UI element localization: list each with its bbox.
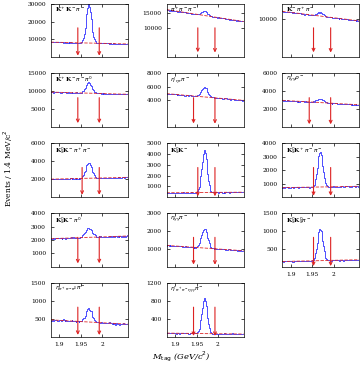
Text: $\eta_{\gamma\gamma}\pi^-$: $\eta_{\gamma\gamma}\pi^-$ bbox=[170, 215, 189, 225]
Text: $\eta'_{\eta\pi}\pi^-$: $\eta'_{\eta\pi}\pi^-$ bbox=[170, 75, 191, 86]
Text: K$^0_S$K$^-\pi^+\pi^-$: K$^0_S$K$^-\pi^+\pi^-$ bbox=[55, 145, 91, 156]
Text: K$^0_S$K$^+\pi^-\pi^-$: K$^0_S$K$^+\pi^-\pi^-$ bbox=[286, 145, 323, 156]
Text: $\eta'_{\pi^+\pi^-\eta_{\gamma\gamma}}\pi^-$: $\eta'_{\pi^+\pi^-\eta_{\gamma\gamma}}\p… bbox=[170, 285, 204, 296]
Text: K$^-\pi^+\pi^-$: K$^-\pi^+\pi^-$ bbox=[286, 5, 315, 14]
Text: Events / 1.4 MeV/c$^2$: Events / 1.4 MeV/c$^2$ bbox=[2, 130, 15, 207]
Text: $\pi^+\pi^-\pi^-$: $\pi^+\pi^-\pi^-$ bbox=[170, 5, 198, 14]
Text: K$^+$K$^-\pi^-\pi^0$: K$^+$K$^-\pi^-\pi^0$ bbox=[55, 75, 93, 85]
Text: K$^0_S$K$^-$: K$^0_S$K$^-$ bbox=[170, 145, 189, 156]
Text: K$^0_S$K$^0_S\pi^-$: K$^0_S$K$^0_S\pi^-$ bbox=[286, 215, 311, 225]
Text: K$^0_S$K$^-\pi^0$: K$^0_S$K$^-\pi^0$ bbox=[55, 215, 81, 225]
Text: $\eta_{\gamma\gamma}\rho^-$: $\eta_{\gamma\gamma}\rho^-$ bbox=[286, 75, 305, 85]
Text: $\eta_{\pi^+\pi^-\pi^0}\pi^-$: $\eta_{\pi^+\pi^-\pi^0}\pi^-$ bbox=[55, 285, 85, 294]
Text: K$^+$K$^-\pi^-$: K$^+$K$^-\pi^-$ bbox=[55, 5, 85, 14]
Text: M$_{\rm tag}$ (GeV/c$^2$): M$_{\rm tag}$ (GeV/c$^2$) bbox=[152, 350, 211, 364]
